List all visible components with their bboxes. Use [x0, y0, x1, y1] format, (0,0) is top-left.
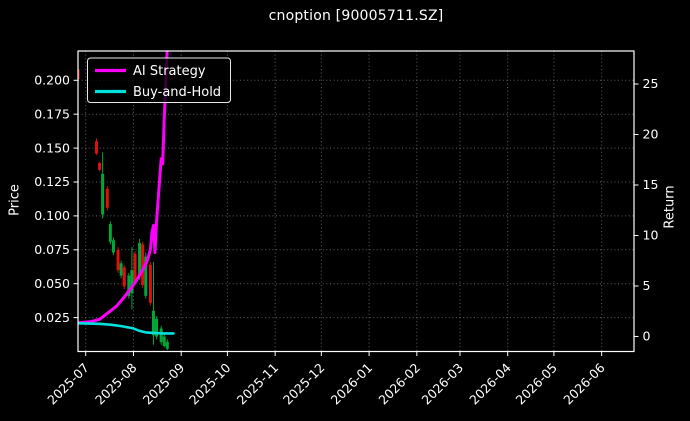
legend-item-label: Buy-and-Hold: [133, 85, 221, 100]
return-tick-label: 25: [643, 76, 659, 91]
candle-up: [101, 152, 105, 219]
candle-up: [155, 316, 159, 340]
candle-down: [98, 161, 102, 172]
candle-down: [122, 264, 126, 290]
chart-title: cnoption [90005711.SZ]: [268, 8, 444, 24]
candle-body: [148, 264, 152, 303]
candle-body: [151, 310, 155, 336]
candle-down: [105, 186, 109, 211]
x-tick-label: 2026-03: [419, 360, 467, 408]
price-tick-label: 0.100: [34, 208, 70, 223]
candle-down: [133, 251, 137, 286]
candle-body: [94, 141, 98, 154]
x-tick-label: 2026-01: [328, 360, 376, 408]
candle-down: [94, 138, 98, 155]
legend: AI Strategy Buy-and-Hold: [87, 57, 231, 103]
x-tick-label: 2025-12: [280, 360, 328, 408]
price-tick-label: 0.150: [34, 140, 70, 155]
price-tick-label: 0.175: [34, 106, 70, 121]
legend-item-label: AI Strategy: [133, 64, 206, 79]
gridlines: [78, 51, 634, 352]
candle-up: [159, 325, 163, 345]
ai-strategy-line: [78, 51, 169, 325]
candle-body: [159, 328, 163, 343]
x-tick-label: 2025-09: [140, 360, 188, 408]
x-tick-label: 2026-05: [512, 360, 560, 408]
candle-up: [151, 262, 155, 345]
x-tick-label: 2025-08: [92, 360, 140, 408]
candle-up: [162, 333, 166, 348]
candle-body: [98, 163, 102, 170]
candle-body: [127, 275, 131, 296]
candle-body: [155, 318, 159, 337]
x-tick-label: 2025-07: [44, 360, 92, 408]
return-tick-label: 15: [643, 177, 659, 192]
candle-body: [138, 243, 142, 276]
candle-body: [141, 244, 145, 286]
candle-body: [130, 270, 134, 294]
candle-body: [111, 240, 115, 253]
return-tick-label: 10: [643, 228, 659, 243]
candle-body: [133, 253, 137, 283]
candle-body: [165, 342, 169, 349]
return-tick-label: 0: [643, 329, 651, 344]
candle-up: [119, 260, 123, 279]
candlestick-series: [78, 68, 169, 351]
candle-up: [111, 237, 115, 256]
return-tick-label: 5: [643, 278, 651, 293]
candle-body: [116, 249, 120, 271]
candle-body: [122, 267, 126, 287]
price-tick-label: 0.200: [34, 72, 70, 87]
price-tick-label: 0.125: [34, 174, 70, 189]
candle-body: [101, 173, 105, 215]
return-tick-label: 20: [643, 127, 659, 142]
candle-up: [165, 339, 169, 351]
candle-down: [116, 247, 120, 273]
x-tick-label: 2025-10: [186, 360, 234, 408]
price-tick-label: 0.025: [34, 310, 70, 325]
candle-body: [119, 263, 123, 276]
plot-border: [77, 50, 635, 353]
x-tick-label: 2025-11: [234, 360, 282, 408]
tick-marks: [73, 79, 639, 356]
price-tick-label: 0.075: [34, 242, 70, 257]
x-tick-label: 2026-04: [466, 360, 514, 408]
candle-down: [141, 241, 145, 288]
candle-up: [127, 272, 131, 299]
buy-and-hold-line: [78, 321, 175, 335]
candle-body: [108, 224, 112, 242]
candle-up: [108, 221, 112, 245]
x-tick-label: 2026-06: [560, 360, 608, 408]
candle-up: [130, 247, 134, 310]
candle-body: [78, 69, 80, 79]
price-tick-label: 0.050: [34, 276, 70, 291]
candle-down: [148, 262, 152, 306]
candle-body: [162, 336, 166, 347]
candle-body: [105, 188, 109, 208]
tick-labels: 0.025 0.050 0.075 0.100 0.125 0.150 0.175 0.200…: [34, 72, 658, 407]
candle-down: [78, 68, 80, 80]
x-tick-label: 2026-02: [375, 360, 423, 408]
candle-body: [144, 256, 148, 296]
line-series: [78, 51, 175, 335]
candle-up: [144, 252, 148, 299]
